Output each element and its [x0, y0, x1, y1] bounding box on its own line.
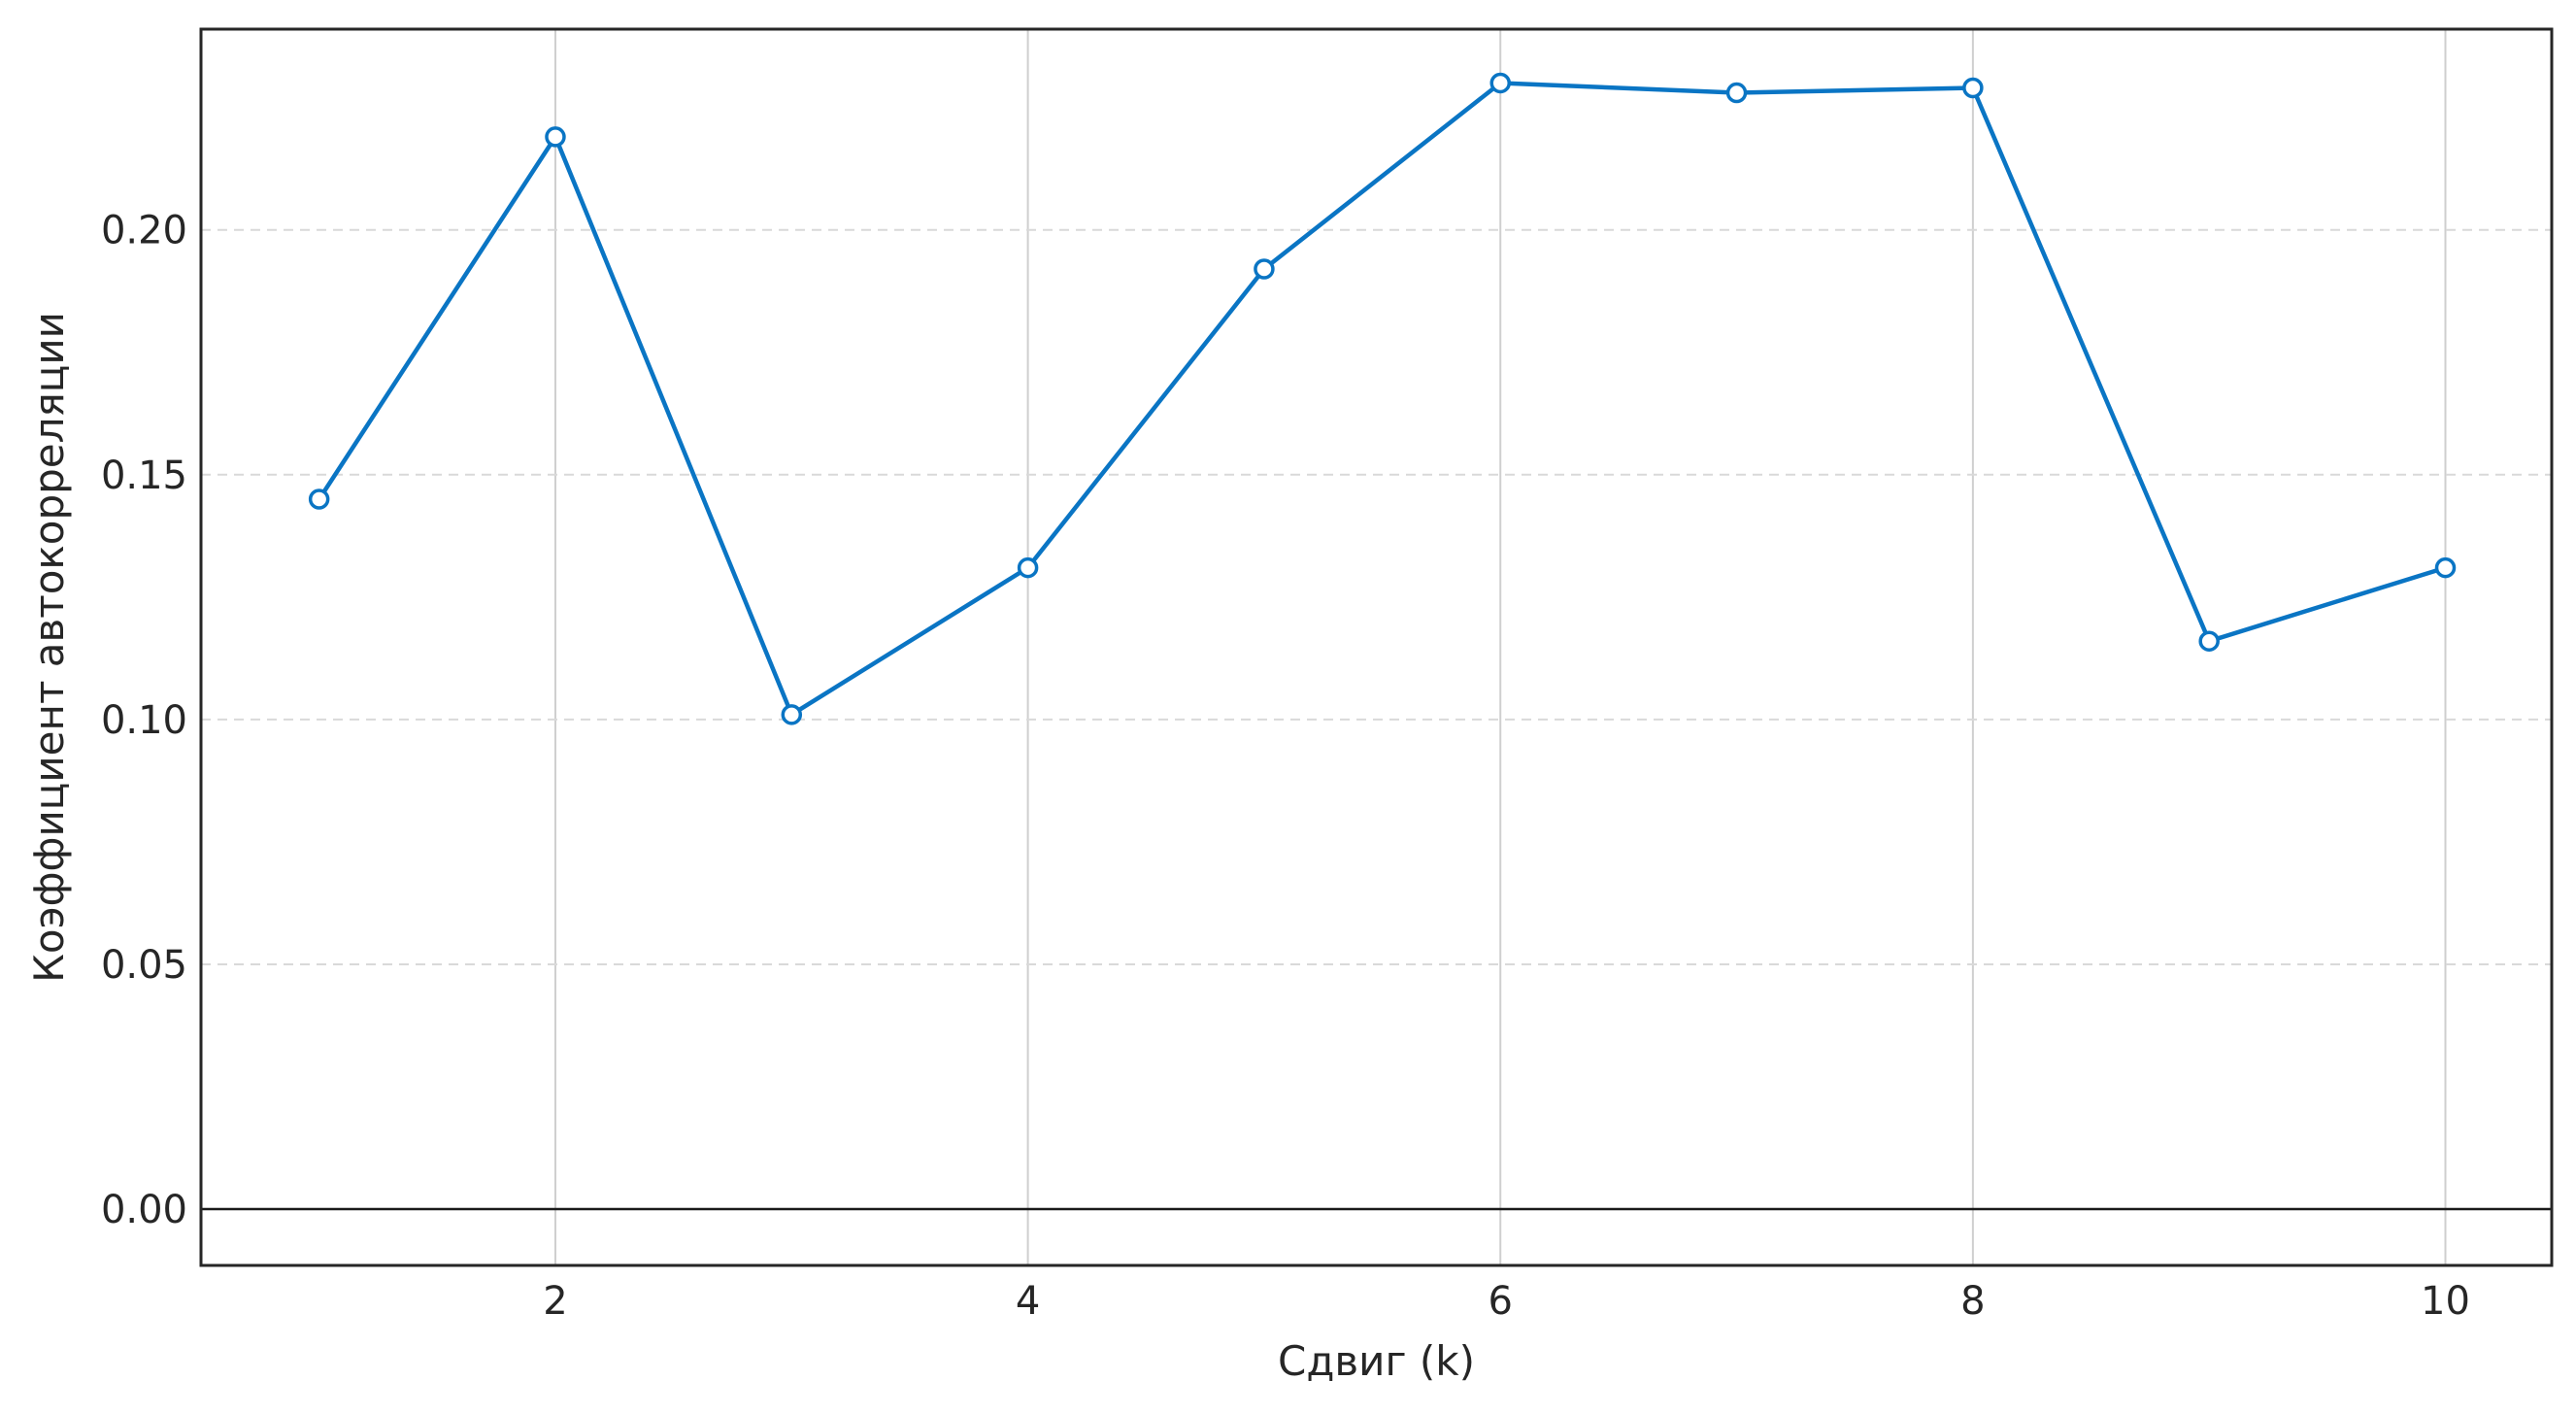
data-point — [308, 488, 330, 510]
grid-lines — [201, 29, 2552, 1265]
data-point — [781, 704, 803, 725]
data-point — [545, 126, 566, 148]
data-point — [1725, 82, 1748, 104]
data-point — [1489, 72, 1511, 94]
x-tick-label: 10 — [2421, 1279, 2470, 1324]
data-point — [2434, 556, 2457, 579]
data-point — [1254, 258, 1275, 280]
y-tick-label: 0.05 — [101, 943, 187, 988]
y-axis-label: Коэффициент автокорреляции — [25, 312, 73, 983]
data-point — [1962, 77, 1984, 99]
series-layer — [308, 72, 2457, 725]
series-line — [317, 81, 2447, 718]
x-tick-label: 8 — [1960, 1279, 1985, 1324]
x-tick-label: 2 — [543, 1279, 567, 1324]
plot-frame — [199, 27, 2554, 1267]
y-tick-label: 0.20 — [101, 209, 187, 253]
data-point — [2198, 630, 2220, 652]
x-tick-label: 4 — [1016, 1279, 1040, 1324]
x-tick-label: 6 — [1489, 1279, 1513, 1324]
y-tick-label: 0.15 — [101, 454, 187, 498]
x-axis-label: Сдвиг (k) — [1278, 1337, 1475, 1385]
tick-labels: 2 4 6 8 10 0.00 0.05 0.10 0.15 0.20 — [101, 209, 2470, 1324]
y-tick-label: 0.10 — [101, 698, 187, 743]
data-point — [1017, 556, 1039, 579]
y-tick-label: 0.00 — [101, 1188, 187, 1232]
